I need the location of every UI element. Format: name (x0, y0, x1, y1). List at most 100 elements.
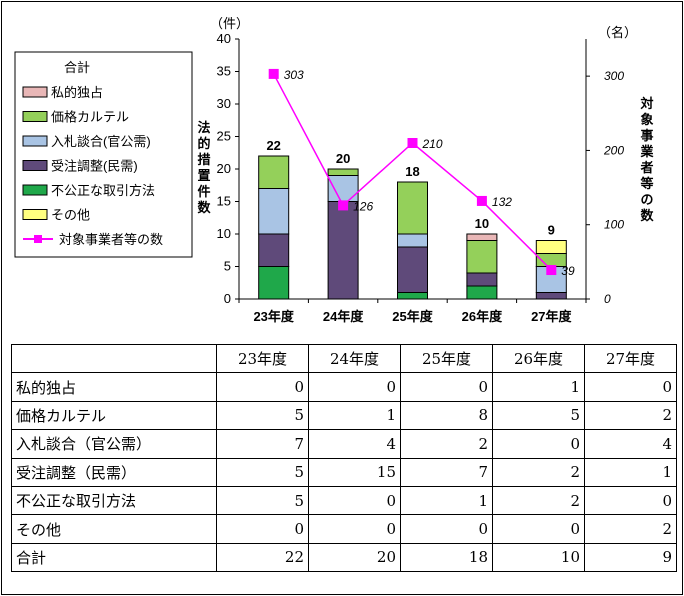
right-axis-label-char: 者 (639, 160, 653, 175)
table-cell: 4 (584, 429, 677, 459)
bar-segment (466, 285, 498, 300)
table-cell: 0 (584, 372, 677, 402)
line-data-label: 210 (422, 137, 443, 151)
right-tick-label: 200 (603, 143, 624, 157)
table-row: 私的独占 0 0 0 1 0 (11, 372, 677, 402)
table-row: 価格カルテル 5 1 8 5 2 (11, 400, 677, 431)
right-tick-label: 300 (604, 69, 624, 83)
table-header-cell: 25年度 (400, 343, 493, 374)
table-cell: 5 (216, 400, 309, 431)
right-axis-label: 対象事業者等の数 (639, 96, 654, 223)
table-row: 不公正な取引方法 5 0 1 2 0 (11, 485, 677, 516)
table-cell: 2 (492, 457, 585, 487)
legend-item-label: 入札談合(官公需) (51, 134, 151, 149)
table-header-row: 23年度 24年度 25年度 26年度 27年度 (11, 343, 677, 374)
legend-item-label: その他 (51, 208, 90, 223)
table-cell: 10 (492, 542, 585, 573)
legend-item-label: 価格カルテル (51, 110, 129, 125)
left-tick-label: 20 (217, 161, 231, 176)
table-cell: 5 (492, 400, 585, 431)
legend-title: 合計 (64, 60, 90, 75)
right-tick-label: 100 (604, 218, 624, 232)
legend-swatch (22, 184, 48, 196)
bar-total-label: 9 (548, 223, 555, 238)
x-tick-label: 27年度 (531, 309, 572, 324)
right-tick-label: 0 (604, 292, 611, 306)
bar-segment (258, 233, 290, 267)
left-tick-label: 25 (217, 129, 231, 144)
line-marker (546, 265, 557, 276)
bar-segment (327, 168, 359, 176)
left-tick-label: 35 (217, 64, 231, 79)
table-cell: 1 (308, 400, 401, 431)
table-header-cell: 24年度 (308, 343, 401, 374)
right-axis-label-char: 象 (640, 112, 653, 127)
legend-swatch (22, 135, 48, 147)
bar-segment (397, 292, 428, 300)
left-tick-label: 0 (224, 291, 231, 306)
table-cell: 0 (308, 485, 401, 516)
bar-segment (327, 201, 359, 300)
table-cell: 7 (400, 457, 493, 487)
table-cell: 1 (400, 485, 493, 516)
table-cell: 5 (216, 485, 309, 516)
left-axis-label-char: 数 (197, 200, 211, 215)
left-axis-label-char: 的 (197, 136, 210, 151)
right-axis-unit: （名） (598, 25, 637, 40)
table-cell: 0 (216, 514, 309, 544)
table-header-cell: 23年度 (216, 343, 309, 374)
bar-segment (535, 240, 567, 254)
left-tick-label: 40 (217, 31, 231, 46)
bar-segment (466, 233, 498, 241)
left-axis-label-char: 件 (197, 184, 210, 199)
table-header-cell: 27年度 (584, 343, 677, 374)
table-cell: 0 (492, 429, 585, 459)
line-data-label: 303 (284, 68, 304, 82)
table-row-label: 私的独占 (11, 372, 217, 402)
x-tick-label: 26年度 (462, 309, 503, 324)
line-data-label: 132 (492, 195, 512, 209)
x-tick-label: 25年度 (392, 309, 433, 324)
line-data-label: 39 (561, 264, 575, 278)
line-marker (407, 138, 418, 148)
table-row-label: 受注調整（民需） (11, 457, 217, 487)
table-cell: 0 (308, 372, 401, 402)
right-axis-label-char: 業 (639, 144, 654, 159)
table-cell: 0 (216, 372, 309, 402)
legend-item-label: 私的独占 (51, 85, 103, 100)
table-row-label: 不公正な取引方法 (11, 485, 217, 516)
table-cell: 2 (492, 485, 585, 516)
line-data-label: 126 (353, 199, 373, 213)
x-tick-label: 23年度 (253, 309, 294, 324)
bar-segment (397, 246, 428, 293)
bar-segment (466, 240, 498, 274)
bar-segment (327, 175, 359, 202)
left-tick-label: 15 (217, 194, 231, 209)
left-tick-label: 10 (217, 226, 231, 241)
left-axis-label-char: 法 (197, 120, 210, 135)
x-tick-label: 24年度 (323, 309, 364, 324)
legend-swatch (22, 86, 48, 98)
table-row-label: 合計 (11, 542, 217, 573)
data-table: 23年度 24年度 25年度 26年度 27年度 私的独占 0 0 0 1 0 価格カルテル… (11, 343, 677, 573)
table-header-corner (11, 343, 217, 374)
bar-segment (258, 266, 290, 300)
table-row-label: 入札談合（官公需） (11, 429, 217, 459)
bar-segment (535, 292, 567, 300)
bar-segment (258, 188, 290, 235)
table-row: 入札談合（官公需） 7 4 2 0 4 (11, 429, 677, 459)
table-row: 合計 22 20 18 10 9 (11, 542, 677, 573)
right-axis-label-char: の (640, 192, 653, 207)
legend-item-label: 不公正な取引方法 (51, 183, 155, 198)
right-axis-label-char: 対 (639, 96, 653, 111)
bar-segment (466, 272, 498, 287)
table-cell: 0 (584, 485, 677, 516)
table-cell: 2 (584, 400, 677, 431)
table-cell: 20 (308, 542, 401, 573)
table-cell: 0 (400, 372, 493, 402)
table-cell: 0 (308, 514, 401, 544)
